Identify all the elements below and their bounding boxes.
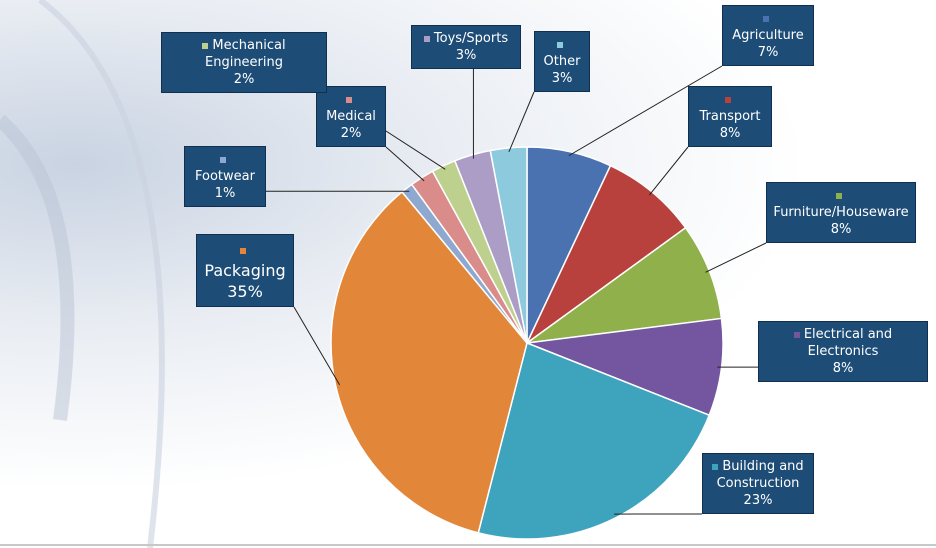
percent-label: 3% [455,48,477,63]
category-label: Packaging [204,261,286,280]
category-label: Toys/Sports [433,31,509,46]
category-label: Other [543,54,581,69]
leader-line [568,65,723,157]
legend-swatch [346,96,352,103]
leader-line [648,146,689,196]
data-label: Other 3% [534,31,590,92]
leader-line [508,91,535,153]
leader-line [705,242,767,273]
data-label: Toys/Sports 3% [411,25,521,69]
legend-swatch [423,35,430,42]
data-label: Medical 2% [316,86,386,147]
leader-line [293,306,341,386]
legend-swatch [763,15,769,22]
category-label: Building and Construction [716,459,804,491]
data-label: Packaging 35% [196,234,294,307]
pie-slice [477,341,711,540]
percent-label: 8% [832,361,854,376]
legend-swatch [240,247,246,254]
percent-label: 2% [233,72,255,87]
data-label: Electrical and Electronics 8% [758,321,928,382]
legend-swatch [793,331,800,338]
leader-line [385,146,425,182]
pie-slice [330,190,528,534]
category-label: Electrical and Electronics [803,327,893,359]
legend-swatch [202,42,209,49]
data-label: Furniture/Houseware 8% [766,182,916,243]
percent-label: 35% [227,282,263,301]
background-swoosh [0,114,75,421]
percent-label: 23% [743,493,773,508]
percent-label: 2% [340,126,362,141]
category-label: Transport [699,109,761,124]
data-label: Transport 8% [688,86,772,147]
percent-label: 8% [830,222,852,237]
category-label: Medical [326,109,376,124]
category-label: Footwear [195,169,255,184]
data-label: Mechanical Engineering 2% [161,32,327,93]
legend-swatch [712,463,719,470]
legend-swatch [836,192,842,199]
data-label: Footwear 1% [184,146,266,207]
pie-slice [489,146,528,344]
legend-swatch [557,41,563,48]
percent-label: 3% [551,71,573,86]
percent-label: 1% [214,186,236,201]
category-label: Agriculture [732,28,804,43]
percent-label: 8% [719,126,741,141]
legend-swatch [725,96,731,103]
data-label: Building and Construction 23% [702,453,814,514]
data-label: Agriculture 7% [722,5,814,66]
category-label: Furniture/Houseware [773,205,909,220]
legend-swatch [220,156,226,163]
background-swoosh [38,0,165,548]
percent-label: 7% [757,45,779,60]
category-label: Mechanical Engineering [205,38,286,70]
